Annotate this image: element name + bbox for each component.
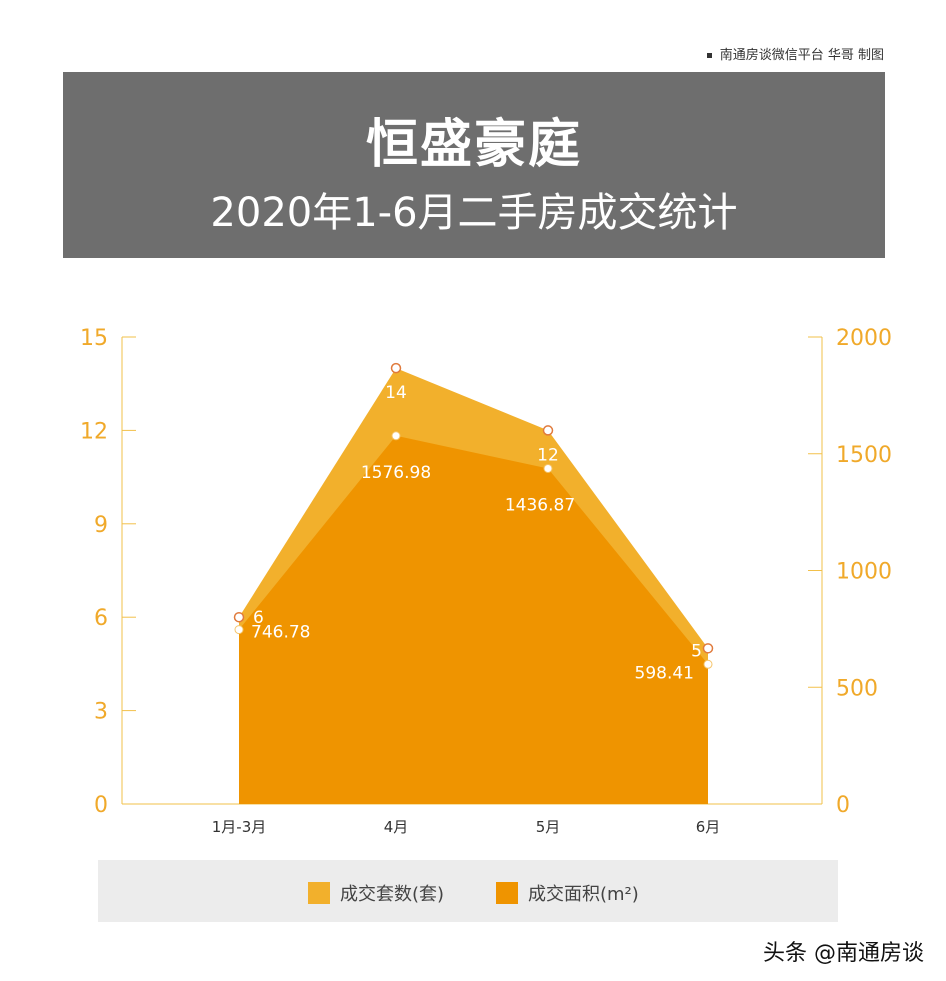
units-data-label: 6 [253, 608, 264, 628]
square-bullet-icon [706, 53, 712, 58]
legend-label-units: 成交套数(套) [340, 884, 445, 905]
title-banner: 恒盛豪庭 2020年1-6月二手房成交统计 [63, 72, 885, 258]
area-data-label: 746.78 [251, 623, 310, 643]
legend-swatch-area [496, 882, 518, 904]
area-data-label: 598.41 [635, 663, 694, 683]
y-left-tick-label: 0 [94, 793, 108, 818]
area-point [391, 431, 401, 441]
units-data-label: 5 [691, 641, 702, 661]
y-left-tick-label: 9 [94, 513, 108, 538]
area-point [543, 463, 553, 473]
x-tick-label: 6月 [696, 818, 721, 836]
units-data-label: 14 [385, 383, 407, 403]
area-point [703, 659, 713, 669]
units-data-label: 12 [537, 445, 559, 465]
credit-text: 南通房谈微信平台 华哥 制图 [706, 44, 884, 63]
y-right-tick-label: 1500 [836, 443, 892, 468]
y-right-tick-label: 2000 [836, 326, 892, 351]
legend-item-units: 成交套数(套) [308, 880, 444, 906]
series-area-area [239, 435, 708, 804]
y-left-tick-label: 3 [94, 700, 108, 725]
chart-legend: 成交套数(套) 成交面积(m²) [98, 860, 838, 922]
units-point [390, 362, 402, 374]
legend-label-area: 成交面积(m²) [528, 884, 639, 905]
y-left-tick-label: 15 [80, 326, 108, 351]
units-point [542, 425, 554, 436]
x-tick-label: 1月-3月 [212, 818, 267, 836]
x-tick-label: 4月 [384, 818, 409, 836]
chart-title: 恒盛豪庭 [365, 115, 582, 175]
watermark: 头条 @南通房谈 [763, 941, 924, 966]
y-left-tick-label: 6 [94, 606, 108, 631]
y-right-tick-label: 1000 [836, 560, 892, 585]
y-right-tick-label: 0 [836, 793, 850, 818]
area-data-label: 1576.98 [361, 463, 431, 483]
y-right-tick-label: 500 [836, 676, 878, 701]
credit-label: 南通房谈微信平台 华哥 制图 [719, 48, 884, 63]
units-point [702, 643, 714, 654]
legend-item-area: 成交面积(m²) [496, 880, 639, 906]
x-tick-label: 5月 [536, 818, 561, 836]
legend-swatch-units [308, 882, 330, 904]
area-point [234, 625, 244, 635]
units-point [233, 611, 245, 623]
y-left-tick-label: 12 [80, 419, 108, 444]
area-data-label: 1436.87 [505, 495, 575, 515]
chart-subtitle: 2020年1-6月二手房成交统计 [210, 190, 738, 236]
